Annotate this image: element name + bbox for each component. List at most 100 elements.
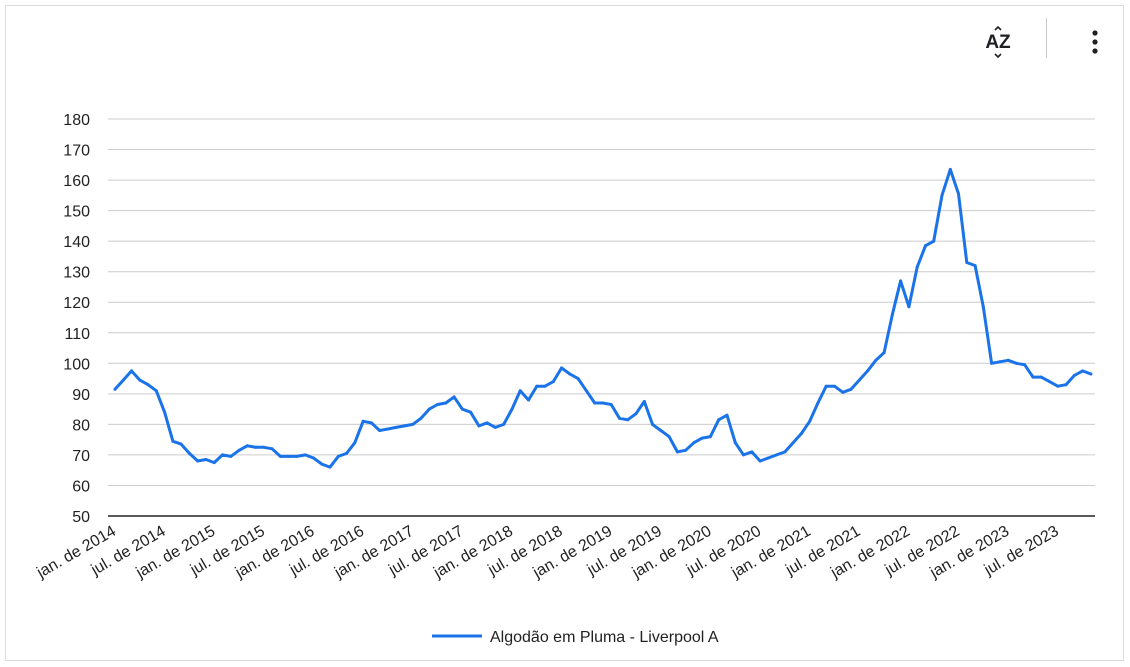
more-options-button[interactable] xyxy=(1082,24,1108,60)
data-point xyxy=(452,395,456,399)
data-point xyxy=(262,445,266,449)
y-axis-ticks: 50 60 70 80 90 100 110 120 130 140 150 160 170 180 xyxy=(63,112,90,526)
data-point xyxy=(113,387,117,391)
data-point xyxy=(427,407,431,411)
series-layer xyxy=(113,167,1093,469)
data-point xyxy=(659,429,663,432)
y-tick-label: 100 xyxy=(63,356,90,373)
line-chart: 50 60 70 80 90 100 110 120 130 140 150 160 170 180 ja… xyxy=(33,112,1095,646)
data-point xyxy=(1031,375,1035,379)
data-point xyxy=(799,432,803,435)
data-point xyxy=(584,389,588,393)
data-point xyxy=(419,416,423,420)
data-point xyxy=(130,369,133,373)
data-point xyxy=(402,424,406,428)
data-point xyxy=(568,372,572,376)
data-point xyxy=(1056,384,1060,388)
data-point xyxy=(1039,375,1043,379)
data-point xyxy=(328,465,332,469)
data-point xyxy=(742,453,745,457)
data-point xyxy=(824,384,828,388)
y-tick-label: 60 xyxy=(72,478,90,495)
data-point xyxy=(593,401,597,405)
data-point xyxy=(154,389,158,393)
y-tick-label: 130 xyxy=(63,265,90,282)
y-tick-label: 180 xyxy=(63,112,90,129)
y-tick-label: 80 xyxy=(72,417,90,434)
data-point xyxy=(857,378,861,382)
chart-card: AZ 50 60 70 80 90 100 110 120 130 140 150 160 170 180… xyxy=(5,5,1124,661)
data-point xyxy=(1089,372,1093,376)
data-point xyxy=(378,429,382,432)
data-point xyxy=(254,445,258,449)
data-point xyxy=(775,453,779,457)
data-point xyxy=(915,265,919,269)
data-point xyxy=(808,419,812,423)
data-point xyxy=(750,450,754,454)
data-point xyxy=(791,441,795,445)
data-point xyxy=(733,441,737,445)
y-tick-label: 160 xyxy=(63,173,90,190)
data-point xyxy=(237,448,241,452)
data-point xyxy=(725,413,729,417)
data-point xyxy=(708,435,712,439)
data-point xyxy=(493,425,497,429)
sort-button[interactable]: AZ xyxy=(978,24,1018,60)
data-point xyxy=(229,454,233,458)
data-point xyxy=(849,387,853,391)
data-point xyxy=(212,461,216,465)
data-point xyxy=(171,439,175,443)
data-point xyxy=(667,435,671,439)
data-point xyxy=(973,264,977,268)
data-point xyxy=(609,403,613,406)
data-point xyxy=(932,239,936,243)
data-point xyxy=(990,361,994,365)
data-point xyxy=(518,389,522,393)
series-line xyxy=(113,167,1093,469)
data-point xyxy=(502,422,506,426)
data-point xyxy=(717,418,721,422)
data-point xyxy=(833,384,836,388)
data-point xyxy=(270,447,274,451)
data-point xyxy=(535,384,539,388)
data-point xyxy=(551,380,555,384)
data-point xyxy=(1064,383,1068,387)
data-point xyxy=(361,419,365,423)
data-point xyxy=(1006,358,1010,362)
data-point xyxy=(998,360,1002,364)
data-point xyxy=(510,407,514,411)
data-point xyxy=(1014,361,1018,365)
data-point xyxy=(303,453,307,457)
data-point xyxy=(816,401,820,405)
legend-label: Algodão em Pluma - Liverpool A xyxy=(490,629,719,646)
y-tick-label: 170 xyxy=(63,143,90,160)
data-point xyxy=(890,312,894,316)
data-point xyxy=(651,422,654,426)
data-point xyxy=(675,450,679,454)
data-point xyxy=(1023,363,1027,367)
data-point xyxy=(601,401,605,405)
data-point xyxy=(758,459,762,463)
data-point xyxy=(196,459,200,463)
data-point xyxy=(460,407,464,411)
data-point xyxy=(411,422,415,426)
y-tick-label: 150 xyxy=(63,204,90,221)
data-point xyxy=(874,358,878,362)
data-point xyxy=(684,448,688,452)
data-point xyxy=(543,384,547,388)
data-point xyxy=(700,436,704,440)
data-point xyxy=(320,462,324,466)
data-point xyxy=(436,403,439,406)
data-point xyxy=(345,451,349,455)
data-point xyxy=(336,454,340,458)
data-point xyxy=(287,454,291,458)
data-point xyxy=(163,410,167,414)
data-point xyxy=(386,427,390,431)
data-point xyxy=(204,458,208,461)
data-point xyxy=(444,401,448,405)
data-point xyxy=(527,398,530,402)
data-point xyxy=(121,378,125,382)
data-point xyxy=(766,456,770,460)
data-point xyxy=(295,454,299,458)
